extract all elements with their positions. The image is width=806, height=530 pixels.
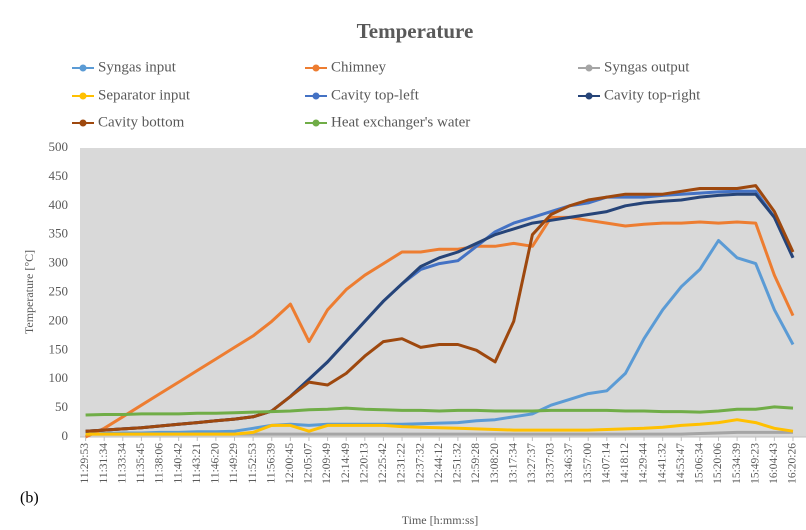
y-tick-label: 300 (49, 255, 69, 270)
series-line (85, 418, 794, 436)
x-tick-label: 13:46:37 (563, 443, 575, 484)
x-tick-label: 12:37:32 (414, 443, 426, 484)
x-tick-label: 16:04:43 (768, 443, 780, 484)
x-tick-label: 11:46:20 (210, 443, 222, 484)
x-axis-title: Time [h:mm:ss] (402, 513, 479, 527)
x-tick-label: 12:59:28 (470, 443, 482, 484)
legend-marker (312, 92, 320, 100)
legend-label: Separator input (98, 87, 191, 103)
plot-lines (84, 184, 795, 439)
y-tick-label: 150 (49, 341, 69, 356)
x-tick-label: 14:18:12 (619, 443, 631, 484)
legend-marker (585, 64, 593, 72)
y-tick-label: 400 (49, 197, 69, 212)
x-tick-label: 13:17:34 (507, 443, 519, 484)
x-tick-label: 13:08:20 (489, 443, 501, 484)
x-tick-label: 11:49:29 (228, 443, 240, 484)
y-tick-label: 100 (49, 370, 69, 385)
legend-marker (79, 119, 87, 127)
y-tick-label: 350 (49, 226, 69, 241)
legend-label: Cavity bottom (98, 114, 185, 130)
x-tick-label: 12:44:12 (433, 443, 445, 484)
series-line (85, 239, 795, 436)
x-tick-label: 11:40:42 (172, 443, 184, 484)
x-tick-label: 12:09:49 (321, 443, 333, 484)
x-tick-label: 11:29:53 (79, 443, 91, 484)
x-tick-label: 12:20:13 (358, 443, 370, 484)
x-tick-label: 12:25:42 (377, 443, 389, 484)
x-tick-label: 11:31:34 (98, 443, 110, 484)
x-tick-label: 12:14:49 (340, 443, 352, 484)
x-tick-label: 14:29:44 (638, 443, 650, 484)
y-tick-label: 0 (62, 428, 69, 443)
x-tick-label: 12:51:32 (452, 443, 464, 484)
x-tick-label: 14:07:14 (600, 443, 612, 484)
x-tick-label: 11:33:34 (116, 443, 128, 484)
y-tick-label: 250 (49, 283, 69, 298)
y-tick-label: 500 (49, 139, 69, 154)
series-line (84, 215, 795, 439)
legend-label: Heat exchanger's water (331, 114, 470, 130)
y-tick-label: 450 (49, 168, 69, 183)
legend-marker (79, 92, 87, 100)
legend-label: Cavity top-right (604, 87, 701, 103)
x-tick-label: 11:38:06 (154, 443, 166, 484)
x-tick-label: 15:20:06 (712, 443, 724, 484)
y-axis-title: Temperature [°C] (22, 250, 36, 334)
x-tick-label: 12:31:22 (396, 443, 408, 484)
legend-label: Syngas input (98, 59, 177, 75)
legend-label: Cavity top-left (331, 87, 420, 103)
x-tick-label: 15:34:39 (731, 443, 743, 484)
chart-title: Temperature (357, 19, 474, 43)
x-tick-label: 11:43:21 (191, 443, 203, 484)
x-tick-label: 15:06:34 (694, 443, 706, 484)
x-tick-label: 11:52:53 (247, 443, 259, 484)
annotation: (b) (20, 490, 39, 507)
x-tick-label: 13:37:03 (545, 443, 557, 484)
legend-marker (585, 92, 593, 100)
series-line (85, 405, 794, 417)
legend-marker (79, 64, 87, 72)
x-tick-label: 16:20:26 (787, 443, 799, 484)
x-tick-label: 15:49:23 (749, 443, 761, 484)
x-tick-label: 11:35:45 (135, 443, 147, 484)
legend-label: Chimney (331, 59, 386, 75)
legend-marker (312, 64, 320, 72)
y-tick-label: 50 (55, 399, 68, 414)
x-tick-label: 12:05:07 (303, 443, 315, 484)
x-tick-label: 14:53:47 (675, 443, 687, 484)
legend-label: Syngas output (604, 59, 690, 75)
x-tick-label: 13:27:37 (526, 443, 538, 484)
legend-marker (312, 119, 320, 127)
x-tick-label: 11:56:39 (265, 443, 277, 484)
y-tick-label: 200 (49, 312, 69, 327)
x-tick-label: 14:41:32 (656, 443, 668, 484)
plot-area (80, 148, 806, 437)
x-tick-label: 12:00:45 (284, 443, 296, 484)
x-tick-label: 13:57:00 (582, 443, 594, 484)
series-line (85, 184, 795, 433)
